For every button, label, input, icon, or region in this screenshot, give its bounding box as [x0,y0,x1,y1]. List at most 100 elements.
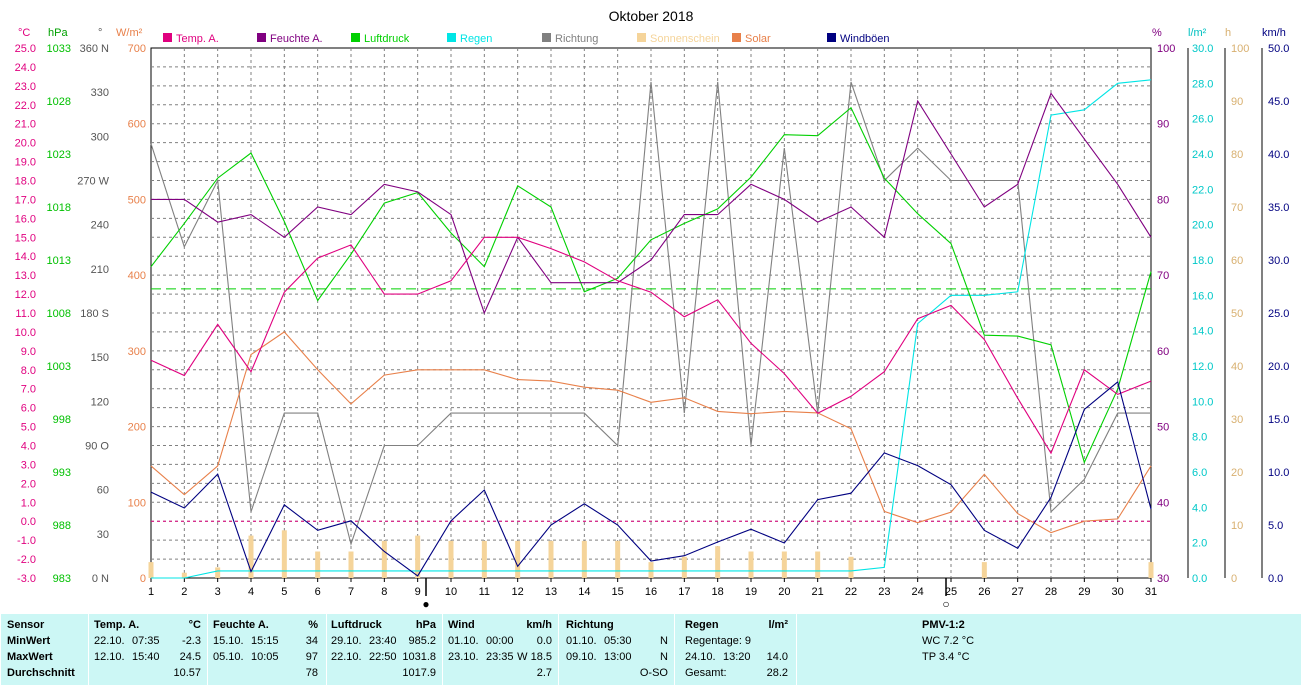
unit-h: h [1225,27,1231,39]
wind-axis-tick-label: 10.0 [1268,467,1289,479]
rain-axis-tick-label: 0.0 [1192,573,1207,585]
stats-col-temp: Temp. A. °C 22.10. 07:35 -2.3 12.10. 15:40 24… [88,614,207,685]
rain-axis-tick-label: 10.0 [1192,396,1213,408]
stats-col-humid: Feuchte A.% 15.10. 15:15 34 05.10. 10:05 97 … [207,614,326,685]
wind-axis-tick-label: 0.0 [1268,573,1283,585]
humid-axis-tick-label: 80 [1157,194,1169,206]
sunshine-bar [781,551,787,578]
dir-axis-tick-label: 90 O [85,441,109,453]
sun-axis-tick-label: 80 [1231,149,1243,161]
dir-max-time: 13:00 [604,651,632,663]
sunshine-bar [648,562,654,578]
temp-avg-value: 10.57 [173,667,201,679]
x-tick-label: 16 [645,586,657,598]
legend: Temp. A. Feuchte A. Luftdruck Regen Rich… [163,33,890,45]
humid-max-time: 10:05 [251,651,279,663]
temp-axis-tick-label: 6.0 [21,403,36,415]
temp-min-time: 07:35 [132,635,160,647]
x-tick-label: 10 [445,586,457,598]
temp-axis-tick-label: -2.0 [17,554,36,566]
series-line-solar [150,331,1152,534]
stats-col-pmv: PMV-1:2 WC 7.2 °C TP 3.4 °C [796,614,1301,685]
wind-max-time: 23:35 [486,651,514,663]
dir-axis-tick-label: 150 [91,352,109,364]
press-max-time: 22:50 [369,651,397,663]
legend-wind-swatch [827,33,836,42]
humid-max-date: 05.10. [213,651,244,663]
wind-axis-tick-label: 25.0 [1268,308,1289,320]
pmv-wc: WC 7.2 °C [922,635,975,647]
sunshine-bar [448,540,454,578]
temp-axis-tick-label: 8.0 [21,365,36,377]
sun-axis-tick-label: 10 [1231,520,1243,532]
press-axis-tick-label: 1028 [47,96,71,108]
humid-max-value: 97 [305,651,318,663]
press-axis-tick-label: 1003 [47,361,71,373]
rain-total-label: Gesamt: [685,667,727,679]
x-tick-label: 6 [315,586,321,598]
rain-axis-tick-label: 28.0 [1192,78,1213,90]
sunshine-bar [415,535,421,578]
humid-axis-tick-label: 30 [1157,573,1169,585]
x-tick-label: 4 [248,586,254,598]
solar-axis-tick-label: 100 [128,497,146,509]
weather-chart: Oktober 2018 Temp. A. Feuchte A. Luftdru… [15,8,1290,611]
x-tick-label: 14 [578,586,590,598]
temp-max-value: 24.5 [179,651,201,663]
temp-axis-tick-label: 21.0 [15,119,36,131]
humid-axis-tick-label: 100 [1157,43,1175,55]
temp-axis-tick-label: 20.0 [15,138,36,150]
humid-min-time: 15:15 [251,635,279,647]
rain-unit: l/m² [768,619,788,631]
temp-header: Temp. A. [94,619,140,631]
axes: 1 2 3 4 5 6 7 8 9 10 11 12 13 14 15 16 17 18 19 20 21 22 23 24 2… [15,43,1290,598]
solar-axis-tick-label: 300 [128,346,146,358]
temp-min-date: 22.10. [94,635,125,647]
humid-axis-tick-label: 70 [1157,270,1169,282]
dir-axis-tick-label: 360 N [80,43,109,55]
sunshine-bar [548,540,554,578]
temp-axis-tick-label: 23.0 [15,81,36,93]
press-axis-tick-label: 1018 [47,202,71,214]
wind-unit: km/h [526,619,552,631]
temp-axis-tick-label: 22.0 [15,100,36,112]
sunshine-bar [215,567,221,578]
solar-axis-tick-label: 500 [128,194,146,206]
rain-axis-tick-label: 16.0 [1192,290,1213,302]
legend-dir-label: Richtung [555,33,598,45]
legend-rain: Regen [447,33,492,45]
legend-solar: Solar [732,33,771,45]
rain-max-value: 14.0 [766,651,788,663]
pmv-header: PMV-1:2 [922,619,965,631]
rain-axis-tick-label: 14.0 [1192,326,1213,338]
sunshine-bar [681,556,687,578]
temp-axis-tick-label: 11.0 [15,308,36,320]
rain-days: Regentage: 9 [685,635,752,647]
temp-axis-tick-label: 18.0 [15,176,36,188]
sunshine-bar [315,551,321,578]
press-max-value: 1031.8 [402,651,436,663]
rain-axis-tick-label: 20.0 [1192,220,1213,232]
legend-rain-swatch [447,33,456,42]
sunshine-bar [748,551,754,578]
x-tick-label: 27 [1012,586,1024,598]
temp-axis-tick-label: 12.0 [15,289,36,301]
wind-axis-tick-label: 45.0 [1268,96,1289,108]
solar-axis-tick-label: 0 [140,573,146,585]
sunshine-bar [248,535,254,578]
rain-axis-tick-label: 18.0 [1192,255,1213,267]
temp-axis-tick-label: 16.0 [15,213,36,225]
wind-min-date: 01.10. [448,635,479,647]
legend-solar-swatch [732,33,741,42]
humid-min-date: 15.10. [213,635,244,647]
sun-axis-tick-label: 30 [1231,414,1243,426]
legend-dir-swatch [542,33,551,42]
dir-axis-tick-label: 180 S [80,308,109,320]
sun-axis-tick-label: 0 [1231,573,1237,585]
moon-markers: ● ○ [422,578,950,611]
pmv-tp: TP 3.4 °C [922,651,970,663]
rain-header: Regen [685,619,719,631]
dir-avg-value: O-SO [639,667,668,679]
sunshine-bars [148,530,1154,578]
dir-axis-tick-label: 30 [97,529,109,541]
